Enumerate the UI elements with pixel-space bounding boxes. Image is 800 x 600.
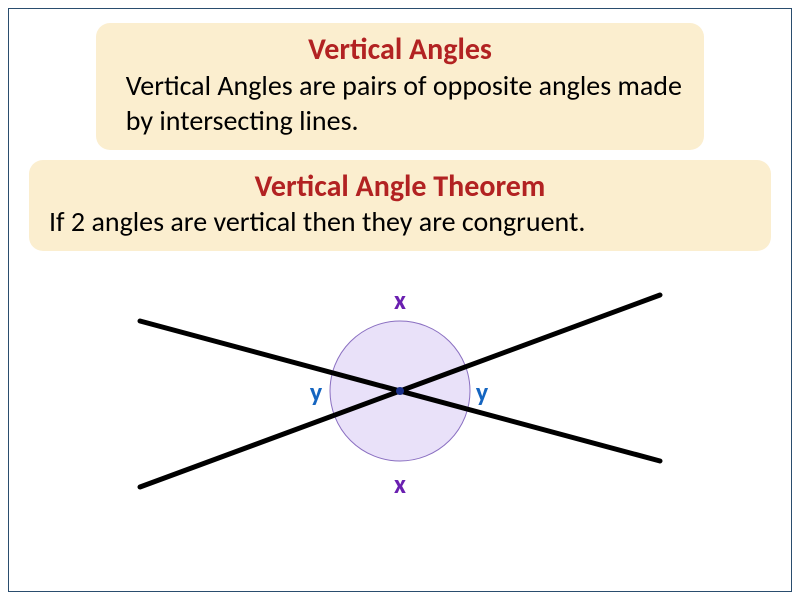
angle-label-y-2: y <box>310 376 323 408</box>
theorem-title: Vertical Angle Theorem <box>49 168 751 205</box>
theorem-card: Vertical Angle Theorem If 2 angles are v… <box>29 160 771 251</box>
definition-card: Vertical Angles Vertical Angles are pair… <box>96 23 704 150</box>
definition-body: Vertical Angles are pairs of opposite an… <box>116 68 684 138</box>
theorem-body: If 2 angles are vertical then they are c… <box>49 205 751 239</box>
angle-label-x-0: x <box>394 284 406 316</box>
definition-title: Vertical Angles <box>116 31 684 68</box>
outer-frame: Vertical Angles Vertical Angles are pair… <box>8 8 792 592</box>
vertical-angles-diagram: x x y y <box>120 261 680 521</box>
diagram-container: x x y y <box>29 261 771 521</box>
angle-label-y-3: y <box>476 376 489 408</box>
intersection-point <box>396 387 404 395</box>
angle-label-x-1: x <box>394 468 406 500</box>
